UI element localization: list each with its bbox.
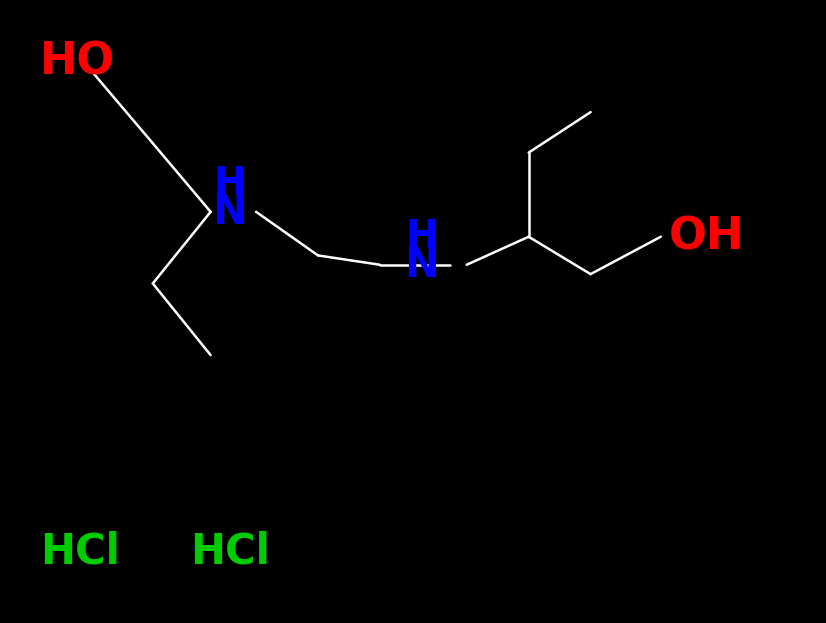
Text: N: N [212,191,247,233]
Text: HCl: HCl [190,530,270,573]
Text: HO: HO [40,40,115,84]
Text: H: H [405,218,438,255]
Text: OH: OH [669,215,744,259]
Text: H: H [213,165,246,202]
Text: HCl: HCl [40,530,120,573]
Text: N: N [404,244,439,286]
